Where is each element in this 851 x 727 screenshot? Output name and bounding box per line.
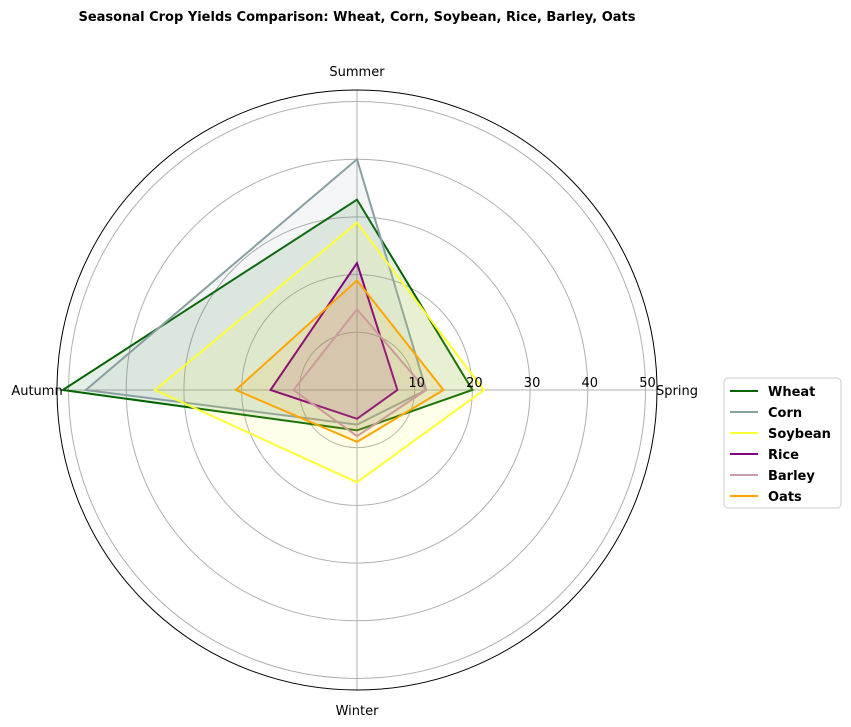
radial-tick-label: 20: [466, 376, 483, 391]
series-line-rice: [268, 260, 399, 420]
category-label-autumn: Autumn: [11, 384, 62, 399]
category-labels: Spring Summer Autumn Winter: [11, 65, 698, 719]
legend-label-barley: Barley: [768, 469, 815, 484]
series-line-soybean: [153, 221, 486, 484]
radial-tick-label: 50: [639, 376, 656, 391]
series-area-oats: [235, 280, 444, 442]
category-label-winter: Winter: [336, 704, 380, 719]
series-area-barley: [293, 309, 427, 437]
radial-tick-label: 40: [581, 376, 598, 391]
legend-label-wheat: Wheat: [768, 385, 815, 400]
category-label-summer: Summer: [329, 65, 385, 80]
legend-label-rice: Rice: [768, 448, 799, 463]
series-area-wheat: [62, 199, 473, 431]
chart-title: Seasonal Crop Yields Comparison: Wheat, …: [78, 10, 635, 25]
series-area-corn: [85, 159, 427, 425]
category-label-spring: Spring: [656, 384, 698, 399]
outer-frame: [56, 89, 658, 691]
legend-label-oats: Oats: [768, 490, 802, 505]
legend: Wheat Corn Soybean Rice Barley Oats: [723, 377, 842, 509]
radial-tick-label: 10: [408, 376, 425, 391]
radial-ticks: 10 20 30 40 50: [408, 376, 655, 391]
series-line-barley: [292, 307, 428, 438]
series-line-wheat: [59, 198, 474, 432]
series-layer: [59, 157, 486, 484]
series-line-oats: [233, 278, 445, 444]
legend-label-corn: Corn: [768, 406, 802, 421]
radial-tick-label: 30: [524, 376, 541, 391]
series-line-corn: [83, 157, 428, 426]
series-area-soybean: [155, 222, 484, 483]
legend-label-soybean: Soybean: [768, 427, 831, 442]
